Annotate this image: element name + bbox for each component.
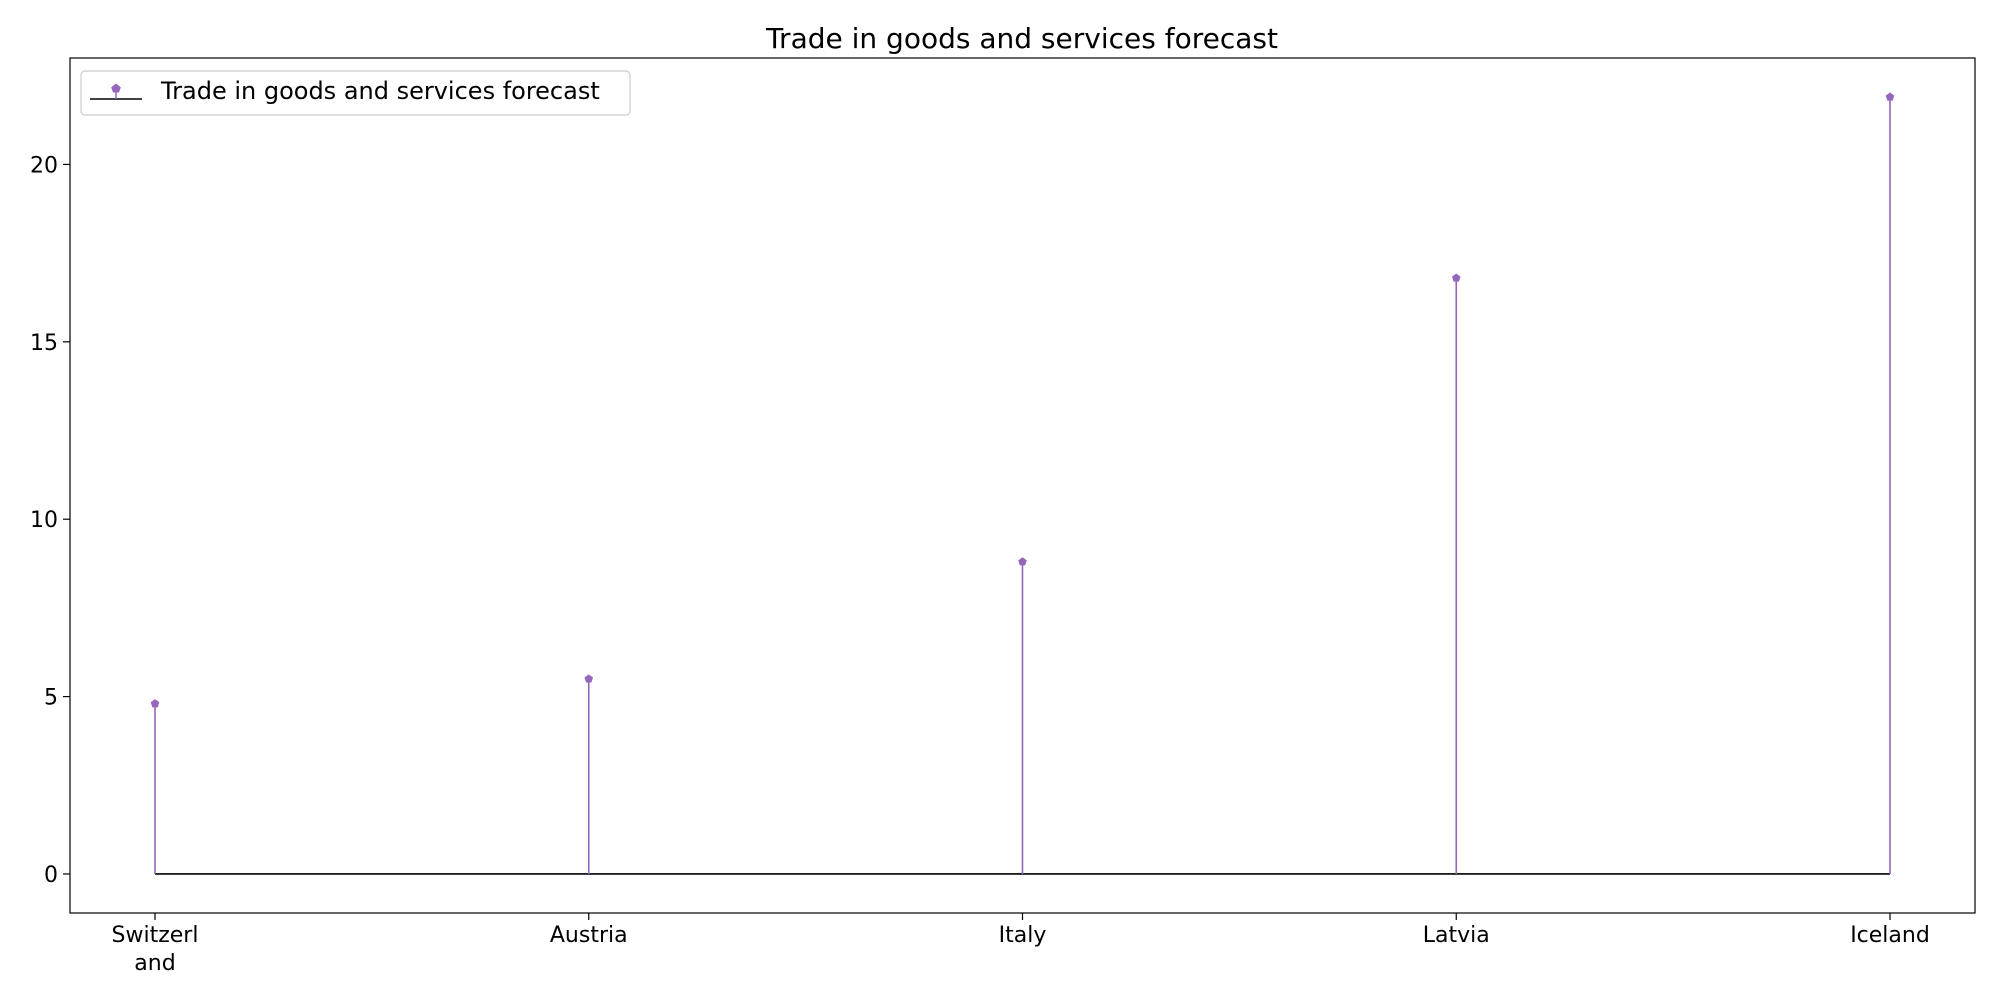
- stem-marker: [1018, 557, 1027, 566]
- stem-marker: [584, 674, 594, 683]
- y-tick-label: 15: [30, 331, 58, 356]
- x-axis: Switzerl and Austria Italy Latvia Iceland: [112, 913, 1930, 976]
- stem-marker: [1885, 92, 1895, 101]
- x-tick-label: Iceland: [1850, 923, 1930, 948]
- legend-marker-swatch: [111, 83, 121, 93]
- legend-label: Trade in goods and services forecast: [160, 77, 600, 105]
- x-tick-label: Latvia: [1423, 923, 1490, 948]
- legend-box: [80, 70, 631, 116]
- stems: [150, 92, 1895, 874]
- x-tick-label: and: [134, 951, 175, 976]
- y-tick-label: 5: [44, 686, 58, 711]
- x-tick-label: Austria: [550, 923, 628, 948]
- chart-title: Trade in goods and services forecast: [765, 22, 1278, 55]
- x-tick-label: Italy: [999, 923, 1047, 948]
- y-tick-label: 0: [44, 863, 58, 888]
- stem-marker: [150, 699, 160, 708]
- y-tick-label: 10: [30, 508, 58, 533]
- y-tick-label: 20: [30, 153, 58, 178]
- x-tick-label: Switzerl: [112, 923, 199, 948]
- legend: Trade in goods and services forecast: [80, 70, 631, 116]
- y-axis: 0 5 10 15 20: [30, 153, 70, 888]
- stem-marker: [1451, 273, 1461, 282]
